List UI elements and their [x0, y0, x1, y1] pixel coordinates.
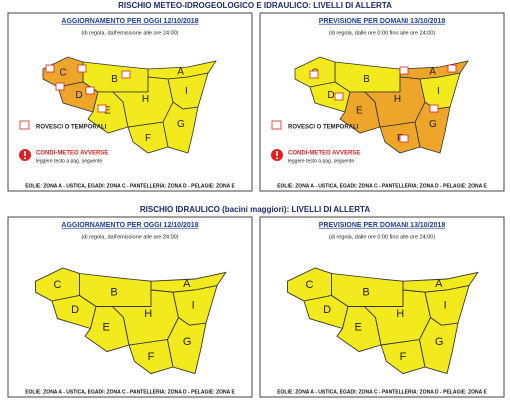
legend-adverse: CONDI-METEO AVVERSE: [288, 151, 360, 157]
panel-footer: EOLIE: ZONA A - USTICA, EGADI: ZONA C - …: [25, 183, 235, 189]
storm-icon: [45, 64, 55, 73]
zone: [167, 72, 209, 110]
storm-icon: [447, 64, 457, 73]
zone-label: G: [183, 336, 192, 348]
zone-label: D: [327, 90, 334, 101]
storm-icon: [399, 134, 409, 143]
adverse-dot: [24, 157, 26, 160]
zone-label: I: [437, 86, 440, 97]
zone-label: H: [142, 94, 149, 105]
map: A B C D E F G H I: [287, 267, 479, 375]
zone-label: H: [396, 308, 404, 320]
storm-icon: [55, 82, 65, 91]
storm-icon: [309, 70, 319, 79]
map: A B C D E F G H I: [42, 56, 217, 154]
storm-icon: [85, 86, 95, 95]
zone-label: F: [400, 351, 407, 363]
zone-label: E: [103, 321, 110, 333]
zone-label: I: [444, 299, 447, 311]
legend-storms: ROVESCI O TEMPORALI: [288, 125, 359, 131]
zone-label: E: [104, 106, 111, 117]
panel-subtitle: (di regola, dalle ore 0:00 fino alle ore…: [329, 234, 436, 240]
panel-footer: EOLIE: ZONA A - USTICA, EGADI: ZONA C - …: [25, 389, 235, 395]
storm-icon: [399, 66, 409, 75]
section-title: RISCHIO METEO-IDROGEOLOGICO E IDRAULICO:…: [118, 1, 392, 10]
zone-label: F: [145, 133, 151, 144]
adverse-mark: [24, 151, 26, 156]
zone: [172, 285, 218, 326]
zone-label: B: [110, 287, 117, 299]
zone-label: C: [59, 67, 66, 78]
storm-icon: [19, 120, 30, 130]
storm-icon: [97, 104, 107, 113]
adverse-mark: [276, 151, 278, 156]
zone-label: I: [185, 86, 188, 97]
zone-label: C: [54, 279, 62, 291]
panel-subtitle: (di regola, dall'emissione alle ore 24:0…: [81, 30, 178, 36]
zone-label: D: [323, 304, 331, 316]
zone-label: G: [177, 119, 185, 130]
panel-title: PREVISIONE PER DOMANI 13/10/2018: [319, 222, 446, 229]
zone-label: A: [177, 66, 184, 77]
legend-adverse: CONDI-METEO AVVERSE: [36, 151, 108, 157]
panel-title: AGGIORNAMENTO PER OGGI 12/10/2018: [61, 18, 198, 25]
zone-label: E: [355, 321, 362, 333]
storm-icon: [121, 70, 131, 79]
zone-label: G: [429, 119, 437, 130]
map: A B C D E F G H I: [35, 267, 227, 375]
zone-label: A: [429, 66, 436, 77]
panel-footer: EOLIE: ZONA A - USTICA, EGADI: ZONA C - …: [277, 183, 487, 189]
zone-label: B: [111, 74, 118, 85]
legend-storms: ROVESCI O TEMPORALI: [36, 125, 107, 131]
zone-label: F: [148, 351, 155, 363]
panel-title: PREVISIONE PER DOMANI 13/10/2018: [319, 18, 446, 25]
storm-icon: [334, 92, 344, 101]
zone-label: D: [71, 304, 79, 316]
adverse-dot: [276, 157, 278, 160]
panel-footer: EOLIE: ZONA A - USTICA, EGADI: ZONA C - …: [277, 389, 487, 395]
storm-icon: [271, 120, 282, 130]
panel-title: AGGIORNAMENTO PER OGGI 12/10/2018: [61, 222, 198, 229]
legend-note: leggere testo a pag. seguente: [288, 158, 354, 164]
storm-icon: [429, 104, 439, 113]
zone-label: A: [435, 278, 443, 290]
zone: [424, 285, 470, 326]
panel-subtitle: (di regola, dalle ore 0:00 fino alle ore…: [329, 30, 436, 36]
zone-label: A: [183, 278, 191, 290]
zone-label: B: [362, 287, 369, 299]
zone-label: I: [192, 299, 195, 311]
zone-label: H: [144, 308, 152, 320]
legend-note: leggere testo a pag. seguente: [36, 158, 102, 164]
zone-label: D: [75, 90, 82, 101]
storm-icon: [77, 64, 87, 73]
zone-label: H: [394, 94, 401, 105]
zone-label: E: [356, 106, 363, 117]
zone: [419, 72, 461, 110]
zone-label: B: [363, 74, 370, 85]
section-title: RISCHIO IDRAULICO (bacini maggiori): LIV…: [140, 205, 370, 214]
panel-subtitle: (di regola, dall'emissione alle ore 24:0…: [81, 234, 178, 240]
zone-label: G: [435, 336, 444, 348]
zone-label: C: [306, 279, 314, 291]
